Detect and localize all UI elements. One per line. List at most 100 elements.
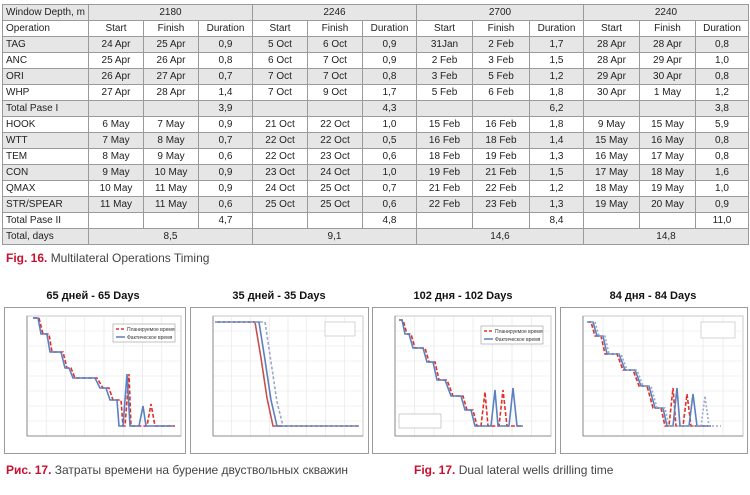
table-row: HOOK 6 May 7 May 0,9 21 Oct 22 Oct 1,0 15 Feb 16… xyxy=(2,116,749,133)
table-cell: 1,6 xyxy=(695,164,749,181)
table-cell: 0,6 xyxy=(198,148,253,165)
table-cell: 8,4 xyxy=(529,212,584,229)
table-cell: 0,6 xyxy=(362,196,417,213)
total-label-cell: Total, days xyxy=(2,228,89,245)
table-cell: 0,7 xyxy=(198,132,253,149)
table-row: Total Pase II 4,7 4,8 8,4 11,0 xyxy=(2,212,749,229)
table-cell: 21 Feb xyxy=(472,164,530,181)
table-row: WHP 27 Apr 28 Apr 1,4 7 Oct 9 Oct 1,7 5 Feb 6 Fe… xyxy=(2,84,749,101)
table-cell: 0,8 xyxy=(695,132,749,149)
table-cell: 1,0 xyxy=(695,180,749,197)
table-cell: 15 Feb xyxy=(416,116,473,133)
table-cell: 25 Apr xyxy=(88,52,144,69)
table-cell: 28 Apr xyxy=(583,36,640,53)
subheader-cell: Finish xyxy=(307,20,363,37)
table-cell: 6 Feb xyxy=(472,84,530,101)
table-cell: 5 Feb xyxy=(416,84,473,101)
table-cell: 22 Feb xyxy=(472,180,530,197)
table-cell: 15 May xyxy=(639,116,696,133)
table-cell: 1,0 xyxy=(362,164,417,181)
table-cell: 1,0 xyxy=(695,52,749,69)
table-cell: 7 Oct xyxy=(307,68,363,85)
chart-4-panel xyxy=(560,307,748,454)
table-cell: 0,7 xyxy=(198,68,253,85)
table-cell xyxy=(252,212,308,229)
table-cell: 18 Feb xyxy=(416,148,473,165)
table-cell: 0,9 xyxy=(198,180,253,197)
table-cell: 8 May xyxy=(88,148,144,165)
figure-17-label-ru: Рис. 17. xyxy=(6,463,52,477)
table-cell: 4,3 xyxy=(362,100,417,117)
table-cell: 25 Oct xyxy=(307,196,363,213)
table-cell: 1 May xyxy=(639,84,696,101)
operation-cell: STR/SPEAR xyxy=(2,196,89,213)
table-cell: 4,7 xyxy=(198,212,253,229)
table-cell: 11,0 xyxy=(695,212,749,229)
table-row: TEM 8 May 9 May 0,6 22 Oct 23 Oct 0,6 18 Feb 19 … xyxy=(2,148,749,165)
table-cell: 2 Feb xyxy=(416,52,473,69)
table-cell: 0,8 xyxy=(695,36,749,53)
table-cell: 19 May xyxy=(583,196,640,213)
total-cell: 14,8 xyxy=(583,228,749,245)
table-cell: 30 Apr xyxy=(583,84,640,101)
table-row: ANC 25 Apr 26 Apr 0,8 6 Oct 7 Oct 0,9 2 Feb 3 Fe… xyxy=(2,52,749,69)
table-cell xyxy=(88,100,144,117)
table-cell: 0,8 xyxy=(695,148,749,165)
table-cell: 6 Oct xyxy=(307,36,363,53)
table-cell: 26 Apr xyxy=(88,68,144,85)
table-cell: 23 Oct xyxy=(252,164,308,181)
table-cell: 11 May xyxy=(88,196,144,213)
table-cell: 1,5 xyxy=(529,52,584,69)
table-cell: 24 Oct xyxy=(252,180,308,197)
figure-16-label: Fig. 16. xyxy=(6,251,48,265)
subheader-cell: Duration xyxy=(198,20,253,37)
table-cell: 1,2 xyxy=(529,68,584,85)
table-cell: 22 Oct xyxy=(252,132,308,149)
table-cell: 22 Feb xyxy=(416,196,473,213)
subheader-cell: Start xyxy=(88,20,144,37)
figure-17-text-en: Dual lateral wells drilling time xyxy=(458,463,614,477)
table-cell: 16 Feb xyxy=(416,132,473,149)
table-cell: 1,3 xyxy=(529,148,584,165)
table-cell: 25 Oct xyxy=(252,196,308,213)
table-cell: 7 May xyxy=(143,116,199,133)
table-cell: 17 May xyxy=(639,148,696,165)
table-cell: 25 Apr xyxy=(143,36,199,53)
table-cell xyxy=(143,100,199,117)
table-cell: 16 Feb xyxy=(472,116,530,133)
table-cell: 8 May xyxy=(143,132,199,149)
table-cell: 0,9 xyxy=(198,164,253,181)
legend-entry: Планируемое время xyxy=(495,329,543,335)
subheader-cell: Duration xyxy=(529,20,584,37)
legend-entry: Фактическое время xyxy=(495,337,541,343)
table-cell xyxy=(472,100,530,117)
table-cell: 1,2 xyxy=(529,180,584,197)
table-cell: 20 May xyxy=(639,196,696,213)
table-cell: 19 Feb xyxy=(416,164,473,181)
table-row: QMAX 10 May 11 May 0,9 24 Oct 25 Oct 0,7 21 Feb… xyxy=(2,180,749,197)
window-depth-cell: 2240 xyxy=(583,4,749,21)
operation-cell: Total Pase II xyxy=(2,212,89,229)
table-cell: 2 Feb xyxy=(472,36,530,53)
legend-entry: Фактическое время xyxy=(127,335,173,341)
operation-cell: ANC xyxy=(2,52,89,69)
actual-series-line xyxy=(587,321,711,427)
table-cell: 21 Oct xyxy=(252,116,308,133)
table-cell: 18 May xyxy=(639,164,696,181)
table-cell: 10 May xyxy=(143,164,199,181)
info-box xyxy=(398,413,442,429)
table-cell: 0,9 xyxy=(362,36,417,53)
window-depth-cell: 2700 xyxy=(416,4,584,21)
table-cell: 1,8 xyxy=(529,84,584,101)
table-cell xyxy=(252,100,308,117)
table-cell: 16 May xyxy=(583,148,640,165)
actual-series-line xyxy=(33,317,173,427)
subheader-cell: Finish xyxy=(143,20,199,37)
table-cell: 10 May xyxy=(88,180,144,197)
table-cell: 27 Apr xyxy=(88,84,144,101)
table-cell: 28 Apr xyxy=(583,52,640,69)
operation-cell: ORI xyxy=(2,68,89,85)
actual-series-line xyxy=(399,319,523,427)
table-cell xyxy=(307,212,363,229)
table-cell: 0,9 xyxy=(695,196,749,213)
